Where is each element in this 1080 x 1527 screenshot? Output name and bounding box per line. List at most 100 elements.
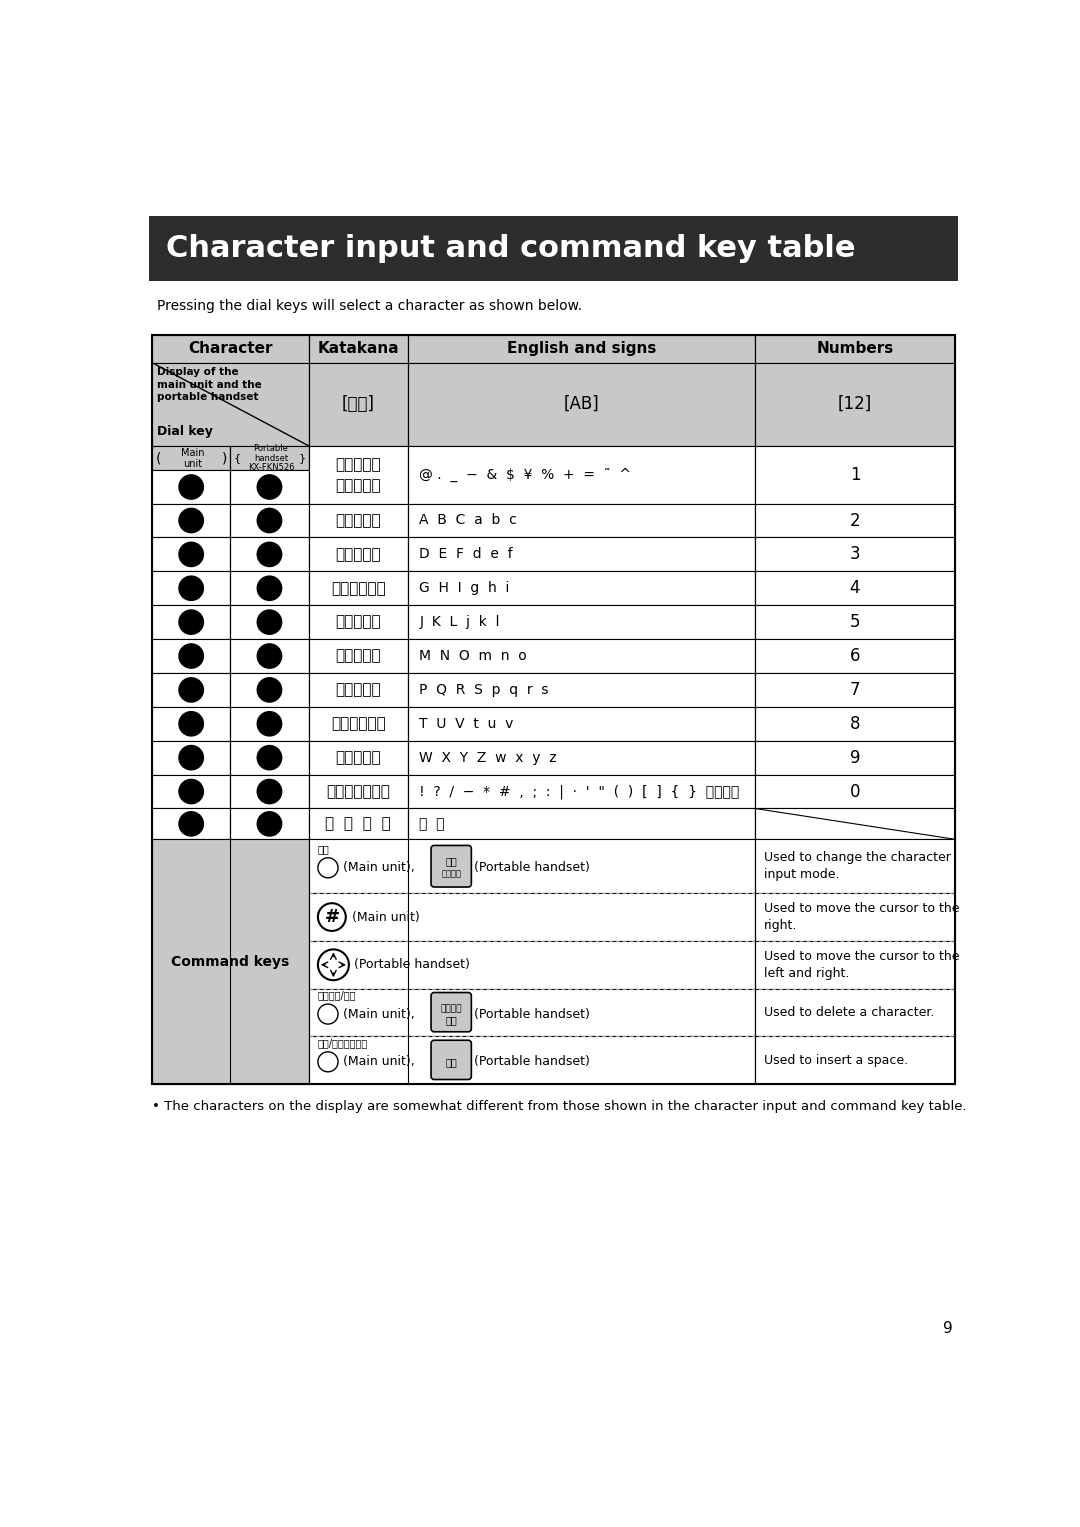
Text: ゛  ゜  、  。: ゛ ゜ 、 。 [325, 817, 391, 831]
Bar [309, 808, 408, 840]
Circle shape [179, 780, 203, 803]
Bar [230, 673, 309, 707]
Text: (Portable handset): (Portable handset) [474, 1008, 591, 1020]
Circle shape [179, 712, 203, 736]
Bar [230, 470, 309, 504]
Text: アイウエオ
アイウエオ: アイウエオ アイウエオ [336, 457, 381, 493]
Text: ラリルレロ: ラリルレロ [336, 750, 381, 765]
Text: [AB]: [AB] [564, 395, 599, 414]
Bar [152, 334, 955, 1084]
Text: (Main unit),: (Main unit), [342, 861, 415, 875]
Circle shape [257, 712, 282, 736]
Text: (Main unit): (Main unit) [352, 910, 420, 924]
Text: 0: 0 [186, 782, 197, 800]
Text: キャッチ/消去: キャッチ/消去 [318, 989, 356, 1000]
FancyBboxPatch shape [431, 993, 471, 1032]
Bar [230, 605, 309, 640]
Bar [230, 808, 309, 840]
Bar [152, 605, 230, 640]
Text: 0: 0 [265, 783, 274, 799]
Bar [309, 334, 408, 362]
Text: 2: 2 [850, 512, 861, 530]
Bar [152, 538, 230, 571]
Text: 1: 1 [186, 478, 197, 496]
Bar [309, 774, 408, 808]
Bar [408, 707, 755, 741]
Text: 0: 0 [850, 782, 861, 800]
Text: English and signs: English and signs [507, 342, 656, 356]
Text: 5: 5 [186, 614, 197, 631]
Bar [755, 362, 955, 446]
Text: (Portable handset): (Portable handset) [474, 861, 591, 875]
Text: D  E  F  d  e  f: D E F d e f [419, 547, 513, 562]
Circle shape [179, 576, 203, 600]
Circle shape [257, 611, 282, 634]
Circle shape [257, 678, 282, 702]
Text: 保留: 保留 [445, 1057, 457, 1067]
Bar [755, 988, 955, 1037]
Text: 3: 3 [265, 547, 274, 562]
Text: Used to insert a space.: Used to insert a space. [765, 1054, 908, 1067]
Bar [230, 774, 309, 808]
Bar [755, 504, 955, 538]
Text: Katakana: Katakana [318, 342, 399, 356]
Text: 文字切替: 文字切替 [442, 869, 461, 878]
Bar [152, 707, 230, 741]
Circle shape [257, 812, 282, 835]
Text: 消去: 消去 [445, 1015, 457, 1025]
Text: G  H  I  g  h  i: G H I g h i [419, 582, 510, 596]
Text: Dial key: Dial key [157, 425, 213, 438]
FancyBboxPatch shape [431, 846, 471, 887]
Text: サシスセソ: サシスセソ [336, 547, 381, 562]
Text: Main
unit: Main unit [181, 447, 204, 469]
Bar [230, 504, 309, 538]
Bar [149, 215, 958, 281]
Bar [755, 446, 955, 504]
Bar [152, 571, 230, 605]
Text: Used to move the cursor to the
right.: Used to move the cursor to the right. [765, 902, 960, 931]
Text: Character input and command key table: Character input and command key table [166, 234, 855, 263]
Bar [755, 538, 955, 571]
Bar [408, 571, 755, 605]
Bar [408, 446, 755, 504]
Bar [309, 571, 408, 605]
Text: ): ) [221, 450, 227, 466]
Text: 2: 2 [186, 512, 197, 530]
Bar [152, 673, 230, 707]
Circle shape [257, 576, 282, 600]
Bar [152, 504, 230, 538]
Bar [309, 988, 755, 1037]
Text: 9: 9 [265, 750, 274, 765]
Circle shape [179, 678, 203, 702]
Circle shape [257, 508, 282, 533]
Bar [755, 774, 955, 808]
Bar [152, 470, 230, 504]
Text: (Portable handset): (Portable handset) [354, 959, 470, 971]
Text: 3: 3 [850, 545, 861, 563]
Text: ∗: ∗ [183, 814, 200, 834]
Text: 7: 7 [265, 683, 274, 698]
Circle shape [179, 745, 203, 770]
Text: }: } [298, 454, 306, 463]
Text: #: # [324, 909, 339, 925]
Bar [230, 707, 309, 741]
Bar [230, 571, 309, 605]
Text: タチツテトッ: タチツテトッ [330, 580, 386, 596]
Text: Pressing the dial keys will select a character as shown below.: Pressing the dial keys will select a cha… [157, 299, 582, 313]
Bar [309, 707, 408, 741]
Text: マミムメモ: マミムメモ [336, 683, 381, 698]
Text: (Main unit),: (Main unit), [342, 1008, 415, 1020]
Text: 7: 7 [850, 681, 861, 699]
Bar [309, 893, 755, 941]
Bar [152, 774, 230, 808]
Bar [309, 941, 755, 988]
Circle shape [257, 745, 282, 770]
Bar [230, 446, 309, 470]
Text: 3: 3 [186, 545, 197, 563]
Text: 9: 9 [943, 1321, 953, 1336]
Bar [755, 334, 955, 362]
Text: !  ?  /  −  *  #  ,  ;  :  |  ·  '  "  (  )  [  ]  {  }  〈〉「」: ! ? / − * # , ; : | · ' " ( ) [ ] { } 〈〉… [419, 785, 740, 799]
Bar [755, 1037, 955, 1084]
Bar [309, 741, 408, 774]
Bar [152, 840, 309, 1084]
